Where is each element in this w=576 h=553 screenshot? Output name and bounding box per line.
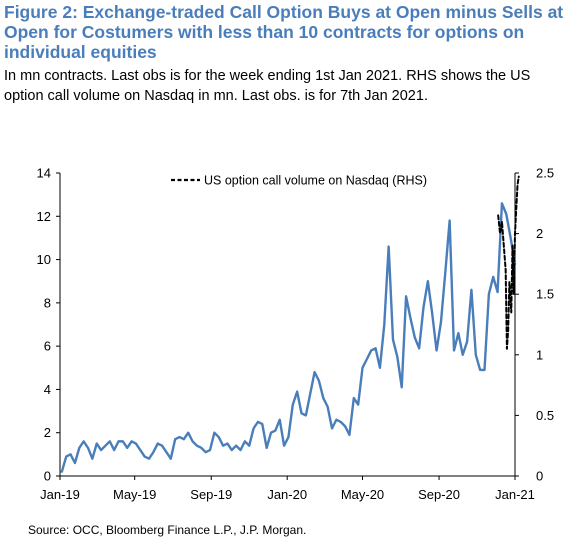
source-note: Source: OCC, Bloomberg Finance L.P., J.P… — [28, 523, 307, 537]
y-left-tick-label: 10 — [37, 252, 51, 267]
lhs-series-line — [60, 202, 517, 473]
legend-label: US option call volume on Nasdaq (RHS) — [204, 174, 427, 188]
y-right-tick-label: 2.5 — [536, 166, 554, 181]
x-tick-label: Jan-19 — [40, 487, 80, 502]
x-tick-label: May-20 — [341, 487, 384, 502]
y-right-tick-label: 1.5 — [536, 287, 554, 302]
x-tick-label: Jan-20 — [267, 487, 307, 502]
y-right-tick-label: 1 — [536, 347, 543, 362]
y-left-tick-label: 12 — [37, 209, 51, 224]
chart: 0 2 4 6 8 10 12 14 0 0.5 1 1.5 2 2.5 Jan-19 May-19 Sep-1… — [37, 166, 555, 503]
y-left-tick-label: 8 — [44, 295, 51, 310]
y-left-tick-label: 0 — [44, 469, 51, 484]
y-right-tick-label: 0.5 — [536, 408, 554, 423]
x-tick-label: Jan-21 — [495, 487, 535, 502]
y-right-tick-label: 0 — [536, 469, 543, 484]
y-left-tick-label: 6 — [44, 339, 51, 354]
y-left-tick-label: 4 — [44, 382, 51, 397]
chart-title: Figure 2: Exchange-traded Call Option Bu… — [4, 2, 564, 62]
y-right-tick-label: 2 — [536, 226, 543, 241]
x-tick-label: May-19 — [113, 487, 156, 502]
y-left-tick-label: 14 — [37, 166, 51, 181]
chart-subtitle: In mn contracts. Last obs is for the wee… — [4, 68, 531, 104]
y-left-tick-label: 2 — [44, 425, 51, 440]
rhs-series-line — [497, 175, 520, 350]
x-tick-label: Sep-19 — [190, 487, 232, 502]
x-tick-label: Sep-20 — [418, 487, 460, 502]
